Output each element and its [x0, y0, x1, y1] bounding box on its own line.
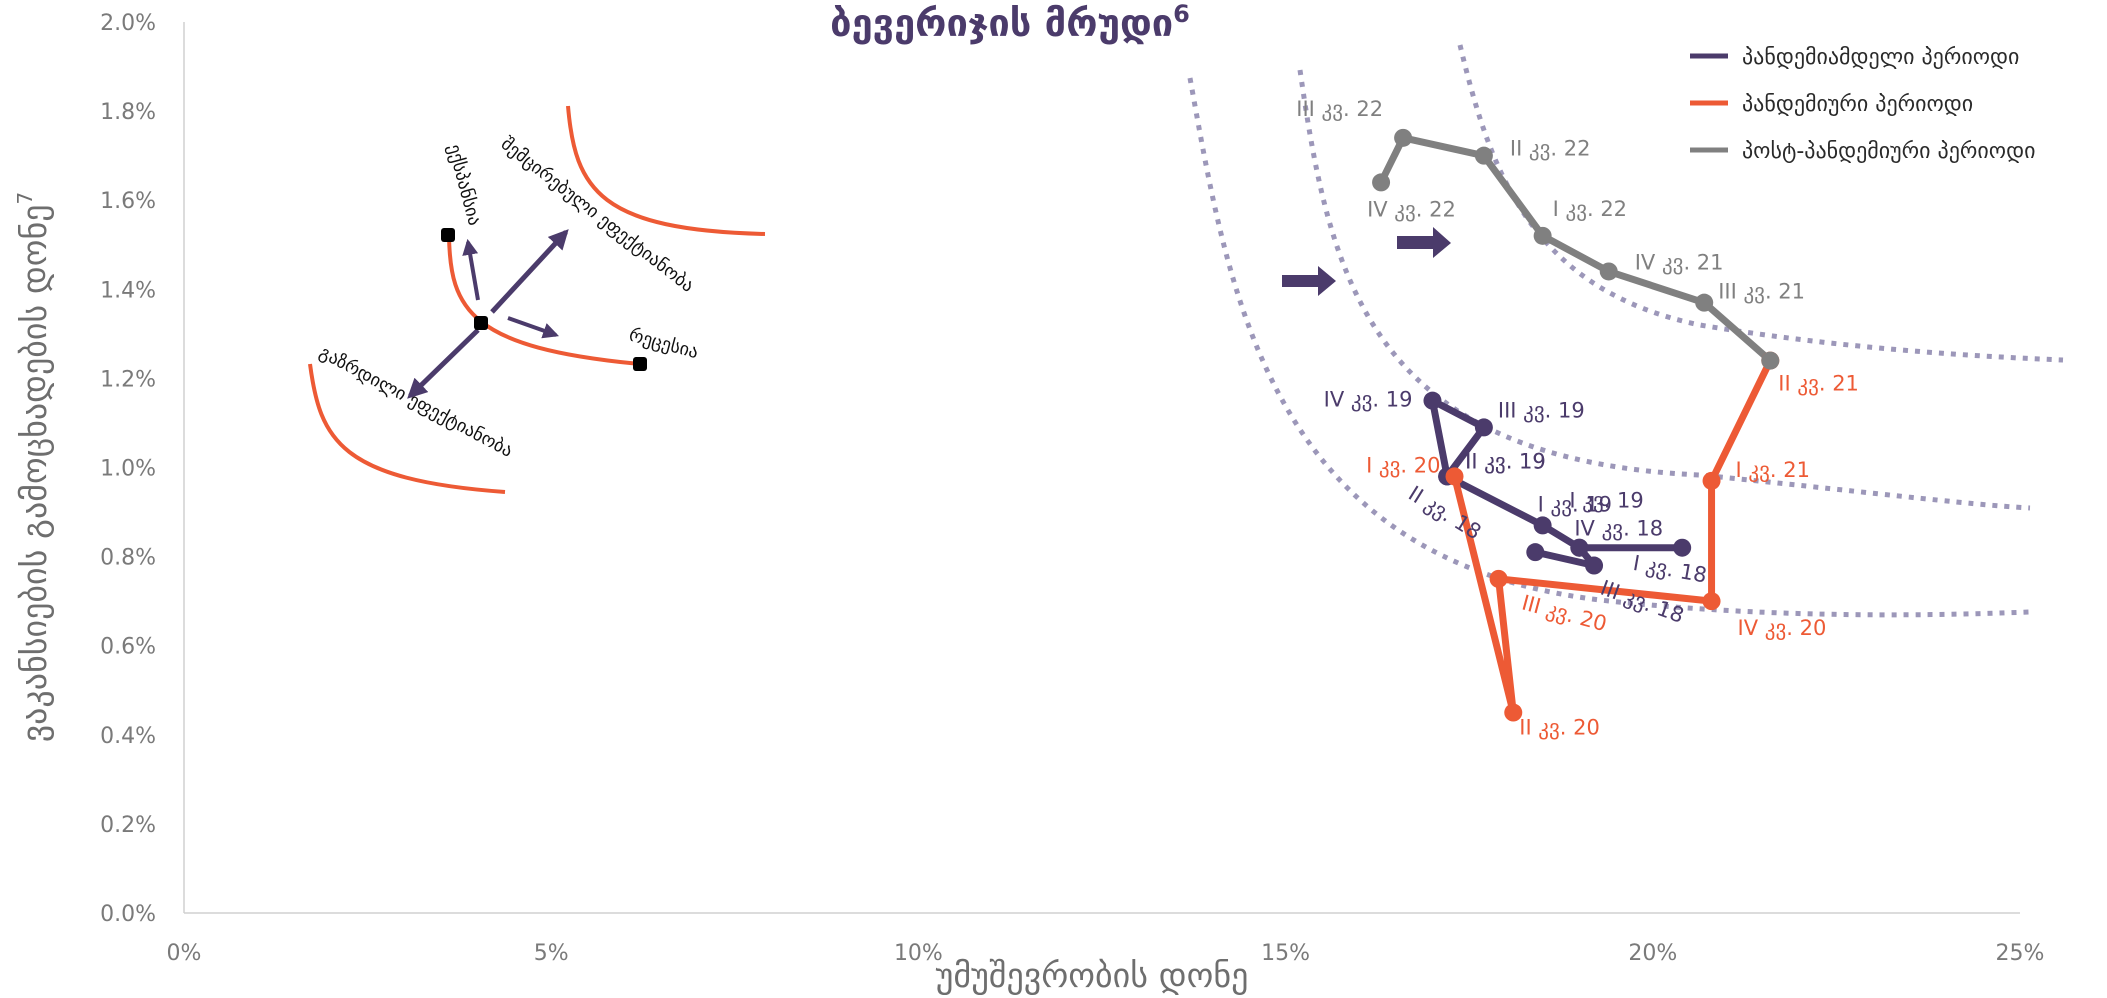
data-point	[1504, 703, 1523, 722]
data-point	[1474, 146, 1493, 165]
guide-curve-2	[1297, 69, 2031, 511]
y-tick-label: 0.8%	[100, 546, 156, 571]
point-label: I კვ. 19	[1538, 492, 1612, 516]
point-label: III კვ. 21	[1718, 280, 1805, 304]
inset-node-top	[441, 228, 455, 242]
data-point	[1372, 173, 1391, 192]
data-point	[1474, 418, 1493, 437]
data-point	[1423, 391, 1442, 410]
y-tick-label: 0.6%	[100, 635, 156, 660]
x-tick-label: 5%	[534, 941, 569, 966]
inset-curve-bottom	[308, 363, 506, 494]
y-tick-label: 1.8%	[100, 100, 156, 125]
data-point	[1394, 128, 1413, 147]
y-axis-title-text: ვაკანსიების გამოცხადების დონე	[15, 204, 55, 742]
point-label: III კვ. 22	[1296, 97, 1383, 121]
data-point	[1702, 592, 1721, 611]
point-label: IV კვ. 22	[1367, 197, 1456, 221]
point-label: IV კვ. 20	[1738, 616, 1827, 640]
point-label: I კვ. 20	[1366, 453, 1440, 477]
series-line	[1451, 359, 1774, 717]
chart-title: ბევერიჯის მრუდი6	[830, 0, 1190, 45]
point-label: I კვ. 21	[1736, 458, 1810, 482]
point-label: II კვ. 20	[1519, 716, 1600, 740]
legend-label: პოსტ-პანდემიური პერიოდი	[1742, 139, 2035, 164]
point-label: III კვ. 18	[1597, 576, 1687, 628]
data-point	[1702, 471, 1721, 490]
y-tick-label: 1.2%	[100, 367, 156, 392]
inset-arrow-higher-eff	[407, 328, 480, 399]
y-tick-label: 1.0%	[100, 457, 156, 482]
x-tick-label: 10%	[894, 941, 943, 966]
y-tick-label: 0.0%	[100, 902, 156, 927]
data-point	[1445, 467, 1464, 486]
point-label: I კვ. 22	[1553, 197, 1627, 221]
data-point	[1489, 569, 1508, 588]
inset-label-higher-eff: გაზრდილი ეფექტიანობა	[316, 342, 516, 462]
y-tick-labels: 0.0% 0.2% 0.4% 0.6% 0.8% 1.0% 1.2% 1.4% 1.6% 1.8%…	[100, 11, 156, 927]
inset-diagram: ექსპანსია შემცირებული ეფექტიანობა რეცესი…	[308, 105, 766, 494]
legend-label: პანდემიამდელი პერიოდი	[1742, 45, 2019, 70]
point-label: I კვ. 19	[1569, 489, 1643, 513]
series-points	[1372, 128, 1780, 722]
point-label: IV კვ. 18	[1574, 517, 1663, 541]
point-label: IV კვ. 19	[1324, 388, 1413, 412]
inset-arrow-lower-eff	[490, 229, 569, 314]
x-axis-title: უმუშევრობის დონე	[936, 956, 1249, 996]
series-line	[1428, 397, 1686, 570]
guide-curves	[1187, 44, 2064, 618]
guide-curve-1	[1187, 77, 2031, 618]
point-label: II კვ. 19	[1465, 449, 1546, 473]
data-point	[1526, 543, 1545, 562]
data-point	[1695, 293, 1714, 312]
y-axis-title-sup: 7	[13, 192, 37, 205]
y-tick-label: 0.2%	[100, 813, 156, 838]
y-tick-label: 2.0%	[100, 11, 156, 36]
x-tick-labels: 0% 5% 10% 15% 20% 25%	[167, 941, 2045, 966]
data-point	[1533, 226, 1552, 245]
inset-arrow-recession	[507, 316, 560, 339]
x-tick-label: 15%	[1261, 941, 1310, 966]
shift-arrow-1	[1282, 266, 1336, 296]
chart-title-text: ბევერიჯის მრუდი	[830, 1, 1173, 45]
inset-arrow-expansion	[462, 238, 480, 301]
y-tick-label: 1.6%	[100, 189, 156, 214]
y-axis-title: ვაკანსიების გამოცხადების დონე7	[13, 192, 55, 743]
shift-arrow-2	[1397, 227, 1451, 258]
legend: პანდემიამდელი პერიოდი პანდემიური პერიოდი პ…	[1690, 45, 2035, 164]
x-tick-label: 25%	[1996, 941, 2045, 966]
data-point	[1533, 516, 1552, 535]
point-label: III კვ. 19	[1498, 398, 1585, 422]
y-tick-label: 1.4%	[100, 278, 156, 303]
point-label: IV კვ. 21	[1635, 250, 1724, 274]
x-tick-label: 0%	[167, 941, 202, 966]
inset-node-center	[474, 316, 488, 330]
data-point	[1599, 262, 1618, 281]
data-point	[1673, 538, 1692, 557]
data-point	[1570, 538, 1589, 557]
point-label: II კვ. 19	[1465, 449, 1546, 473]
data-point	[1761, 351, 1780, 370]
legend-label: პანდემიური პერიოდი	[1742, 92, 1973, 117]
inset-label-expansion: ექსპანსია	[443, 142, 485, 228]
y-tick-label: 0.4%	[100, 724, 156, 749]
point-label: II კვ. 21	[1778, 372, 1859, 396]
inset-node-right	[633, 357, 647, 371]
point-label: I კვ. 18	[1631, 551, 1708, 588]
inset-curve-top	[566, 105, 766, 236]
chart-title-sup: 6	[1173, 0, 1190, 28]
data-point	[1585, 556, 1604, 575]
x-tick-label: 20%	[1628, 941, 1677, 966]
point-label: II კვ. 22	[1510, 137, 1591, 161]
